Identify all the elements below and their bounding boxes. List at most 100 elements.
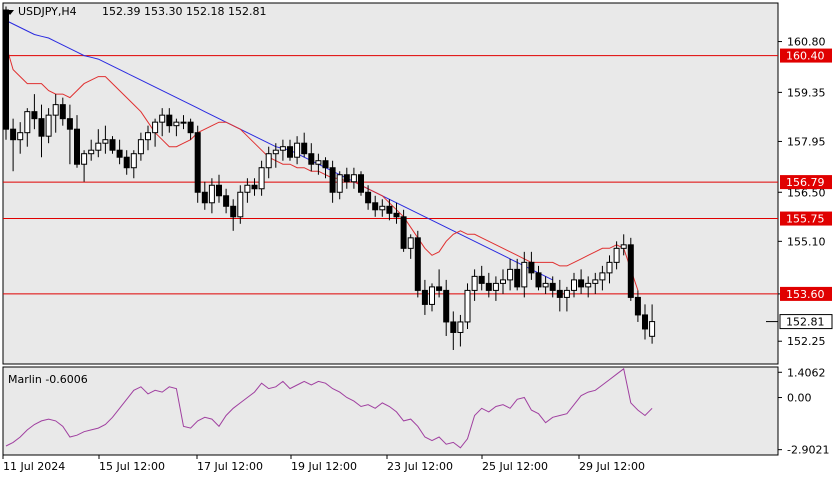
candle-body-bull — [173, 121, 180, 127]
candle — [627, 237, 634, 301]
candle — [599, 265, 606, 291]
candle — [230, 199, 237, 231]
candle — [521, 251, 528, 298]
candle — [308, 143, 315, 172]
candle-body-bear — [365, 191, 372, 204]
level-tag-label: 156.79 — [786, 176, 825, 189]
candle — [450, 311, 457, 350]
candle-body-bull — [457, 321, 464, 333]
candle-body-bull — [599, 272, 606, 281]
symbol-menu-icon[interactable] — [6, 10, 14, 15]
candle-body-bull — [464, 289, 471, 323]
candle-body-bull — [613, 247, 620, 263]
candle-body-bull — [492, 282, 499, 291]
candle-body-bull — [649, 321, 656, 337]
candle-body-bull — [272, 149, 279, 155]
candle-body-bull — [521, 261, 528, 288]
candle-body-bear — [308, 153, 315, 165]
candle — [343, 167, 350, 189]
candle — [244, 178, 251, 203]
candle — [81, 150, 88, 182]
candle — [571, 272, 577, 298]
candle-body-bull — [571, 279, 577, 291]
candle — [606, 255, 613, 284]
candle — [429, 283, 435, 312]
candle-body-bear — [549, 282, 556, 291]
price-tick-label: 152.25 — [787, 335, 826, 348]
oscillator-tick-label: 0.00 — [787, 392, 812, 405]
candle — [152, 118, 159, 147]
candle — [109, 136, 116, 154]
oscillator-tick-label: -2.9021 — [787, 444, 829, 457]
candle-body-bull — [102, 139, 109, 144]
candle — [3, 6, 9, 140]
candle — [208, 178, 215, 214]
candle — [329, 160, 336, 203]
candle — [414, 230, 421, 298]
candle — [95, 129, 102, 158]
candle — [180, 115, 187, 130]
candle-body-bull — [592, 279, 599, 284]
candle-body-bear — [123, 156, 130, 169]
current-price-label: 152.81 — [786, 316, 825, 329]
candle — [436, 269, 443, 298]
candle — [315, 153, 322, 175]
candle-body-bull — [265, 153, 272, 169]
level-tag-label: 155.75 — [786, 213, 825, 226]
candle — [386, 199, 393, 221]
oscillator-plot-area[interactable] — [2, 366, 779, 456]
candle — [556, 279, 563, 312]
candle — [528, 251, 535, 280]
candle-body-bear — [59, 104, 66, 120]
candle — [279, 139, 286, 161]
candle-body-bull — [429, 286, 435, 305]
candle — [173, 118, 180, 137]
candle-body-bear — [230, 205, 237, 218]
candle-body-bull — [507, 268, 514, 281]
candle-body-bear — [514, 268, 521, 288]
level-tag — [780, 286, 832, 301]
candle — [393, 202, 400, 224]
candle-body-bull — [244, 184, 251, 193]
candle — [66, 104, 73, 165]
time-tick-label: 19 Jul 12:00 — [291, 460, 357, 473]
candle — [31, 94, 38, 130]
candle — [464, 283, 471, 329]
candle-body-bull — [88, 149, 95, 155]
candle — [187, 118, 194, 140]
candle-body-bull — [585, 282, 592, 288]
candle — [59, 97, 66, 126]
candle — [350, 167, 357, 189]
candle — [251, 178, 258, 196]
candle-body-bull — [500, 279, 506, 284]
candle — [159, 108, 166, 137]
candle — [542, 276, 549, 294]
candle-body-bull — [350, 174, 357, 183]
candle-body-bear — [443, 289, 450, 323]
candle — [634, 290, 641, 322]
candle-body-bear — [251, 184, 258, 190]
level-tag — [780, 175, 832, 190]
price-tick-label: 159.35 — [787, 86, 826, 99]
candle-body-bear — [223, 195, 230, 207]
candle-body-bull — [336, 174, 343, 193]
price-plot-area[interactable] — [2, 2, 779, 365]
candle — [471, 269, 478, 301]
ohlc-readout: 152.39 153.30 152.18 152.81 — [102, 5, 266, 18]
candle-body-bear — [201, 191, 208, 204]
candle — [272, 143, 279, 168]
candle-body-bull — [620, 244, 627, 249]
candle — [379, 199, 386, 217]
candle — [123, 150, 130, 175]
candle — [578, 269, 585, 294]
oscillator-line — [5, 367, 653, 449]
candle-body-bull — [563, 289, 570, 298]
candle — [358, 171, 364, 196]
price-layer — [3, 6, 778, 350]
candle — [407, 234, 414, 259]
level-tag-label: 160.40 — [786, 50, 825, 63]
candle — [613, 241, 620, 270]
current-price-tag — [779, 314, 833, 330]
candle-body-bear — [74, 128, 80, 165]
candle-body-bear — [372, 202, 379, 211]
